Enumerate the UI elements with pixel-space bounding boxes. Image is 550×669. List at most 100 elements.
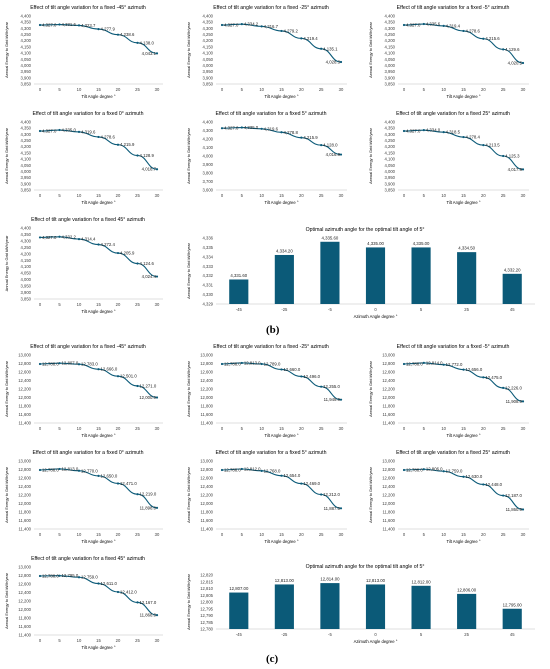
chart-title: Effect of tilt angle variation for a fix… xyxy=(33,111,144,117)
bar xyxy=(502,608,522,629)
x-axis-label: Tilt Angle degree ° xyxy=(264,94,298,99)
y-axis-label: Annual Energy to Grid kWh/year xyxy=(186,242,191,298)
y-tick-label: 11,400 xyxy=(201,527,214,532)
x-tick-label: 20 xyxy=(481,193,486,198)
y-tick-label: 11,400 xyxy=(19,633,32,638)
data-point xyxy=(462,29,465,33)
data-label: 12,187.0 xyxy=(505,493,522,498)
data-point xyxy=(136,154,139,157)
data-point xyxy=(220,23,224,27)
data-label: 12,788.0 xyxy=(406,468,423,473)
data-point xyxy=(402,129,406,133)
y-tick-label: 4,331 xyxy=(203,283,214,288)
y-tick-label: 12,800 xyxy=(382,361,395,366)
data-point xyxy=(402,362,406,366)
y-tick-label: 4,150 xyxy=(385,150,396,155)
data-point xyxy=(220,362,224,366)
data-point xyxy=(240,23,243,26)
data-label: 11,868.0 xyxy=(140,613,157,618)
chart-panel-12: Effect of tilt angle variation for a fix… xyxy=(186,450,347,544)
y-tick-label: 4,250 xyxy=(21,245,32,250)
x-tick-label: 0 xyxy=(374,307,377,312)
y-axis-label: Annual Energy to Grid kWh/year xyxy=(186,573,191,629)
x-tick-label: 5 xyxy=(420,307,423,312)
x-tick-label: 5 xyxy=(241,193,244,198)
data-label: 4,215.9 xyxy=(120,142,135,147)
y-tick-label: 4,350 xyxy=(385,126,396,131)
series-line xyxy=(403,468,524,510)
y-axis-label: Annual Energy to Grid kWh/year xyxy=(4,360,9,416)
y-tick-label: 4,200 xyxy=(203,38,214,43)
y-tick-label: 12,800 xyxy=(200,467,213,472)
y-tick-label: 12,600 xyxy=(200,476,213,481)
x-tick-label: 5 xyxy=(58,638,61,643)
x-tick-label: 30 xyxy=(155,426,160,431)
data-point xyxy=(58,467,61,471)
data-label: 4,125.3 xyxy=(505,154,520,159)
x-tick-label: 0 xyxy=(39,87,42,92)
data-point xyxy=(339,153,343,156)
y-axis-label: Annual Energy to Grid kWh/year xyxy=(368,466,373,522)
y-tick-label: 11,600 xyxy=(383,412,396,417)
x-tick-label: 15 xyxy=(96,638,101,643)
x-tick-label: 25 xyxy=(501,193,506,198)
panel-label-c: (c) xyxy=(266,653,279,665)
x-tick-label: 25 xyxy=(464,632,469,637)
data-label: 4,332.2 xyxy=(62,234,77,239)
bar-value-label: 4,334.50 xyxy=(458,246,475,251)
y-tick-label: 13,000 xyxy=(382,353,395,358)
x-tick-label: 25 xyxy=(464,307,469,312)
data-label: 4,327.0 xyxy=(224,23,239,28)
data-point xyxy=(97,582,100,585)
data-point xyxy=(502,494,505,497)
bar-value-label: 4,332.20 xyxy=(504,267,521,272)
data-point xyxy=(116,590,120,594)
y-tick-label: 12,400 xyxy=(200,378,213,383)
data-point xyxy=(116,33,120,36)
data-label: 12,255.0 xyxy=(323,384,340,389)
y-tick-label: 4,400 xyxy=(203,120,214,125)
chart-panel-13: Effect of tilt angle variation for a fix… xyxy=(368,450,529,544)
chart-title: Effect of tilt angle variation for a fix… xyxy=(213,5,329,11)
x-tick-label: 10 xyxy=(441,532,446,537)
data-label: 12,167.0 xyxy=(140,600,157,605)
y-tick-label: 3,700 xyxy=(203,179,214,184)
x-tick-label: 0 xyxy=(39,532,42,537)
x-tick-label: -45 xyxy=(236,307,243,312)
x-tick-label: 5 xyxy=(241,532,244,537)
y-tick-label: 12,000 xyxy=(18,501,31,506)
x-axis-label: Tilt Angle degree ° xyxy=(81,433,115,438)
y-tick-label: 4,334 xyxy=(203,254,214,259)
y-tick-label: 4,400 xyxy=(21,14,32,19)
data-label: 12,000.0 xyxy=(139,395,156,400)
chart-panel-15: Optimal azimuth angle for the optimal ti… xyxy=(186,564,535,644)
data-point xyxy=(77,363,81,366)
y-tick-label: 4,250 xyxy=(385,138,396,143)
y-tick-label: 4,200 xyxy=(21,144,32,149)
data-point xyxy=(240,126,243,129)
data-label: 4,334.2 xyxy=(244,22,259,27)
data-point xyxy=(38,362,42,366)
data-point xyxy=(300,375,303,378)
x-tick-label: 20 xyxy=(116,426,121,431)
data-label: 12,630.0 xyxy=(466,474,483,479)
y-tick-label: 3,850 xyxy=(21,188,32,193)
y-tick-label: 12,805 xyxy=(200,593,213,598)
chart-panel-7: Optimal azimuth angle for the optimal ti… xyxy=(186,227,535,319)
data-point xyxy=(240,467,243,471)
data-point xyxy=(502,48,505,51)
data-point xyxy=(442,470,445,473)
chart-title: Effect of tilt angle variation for a fix… xyxy=(396,450,510,456)
data-label: 12,271.0 xyxy=(140,383,157,388)
x-tick-label: 10 xyxy=(77,426,82,431)
y-tick-label: 4,050 xyxy=(21,271,32,276)
y-tick-label: 4,100 xyxy=(21,51,32,56)
x-tick-label: 20 xyxy=(116,638,121,643)
y-tick-label: 12,200 xyxy=(18,599,31,604)
x-axis-label: Azimuth Angle degree ° xyxy=(354,314,398,319)
y-axis-label: Annual Energy to Grid kWh/year xyxy=(368,127,373,183)
bar-value-label: 12,806.00 xyxy=(457,587,477,592)
data-label: 4,278.6 xyxy=(101,134,116,139)
x-tick-label: 25 xyxy=(501,426,506,431)
